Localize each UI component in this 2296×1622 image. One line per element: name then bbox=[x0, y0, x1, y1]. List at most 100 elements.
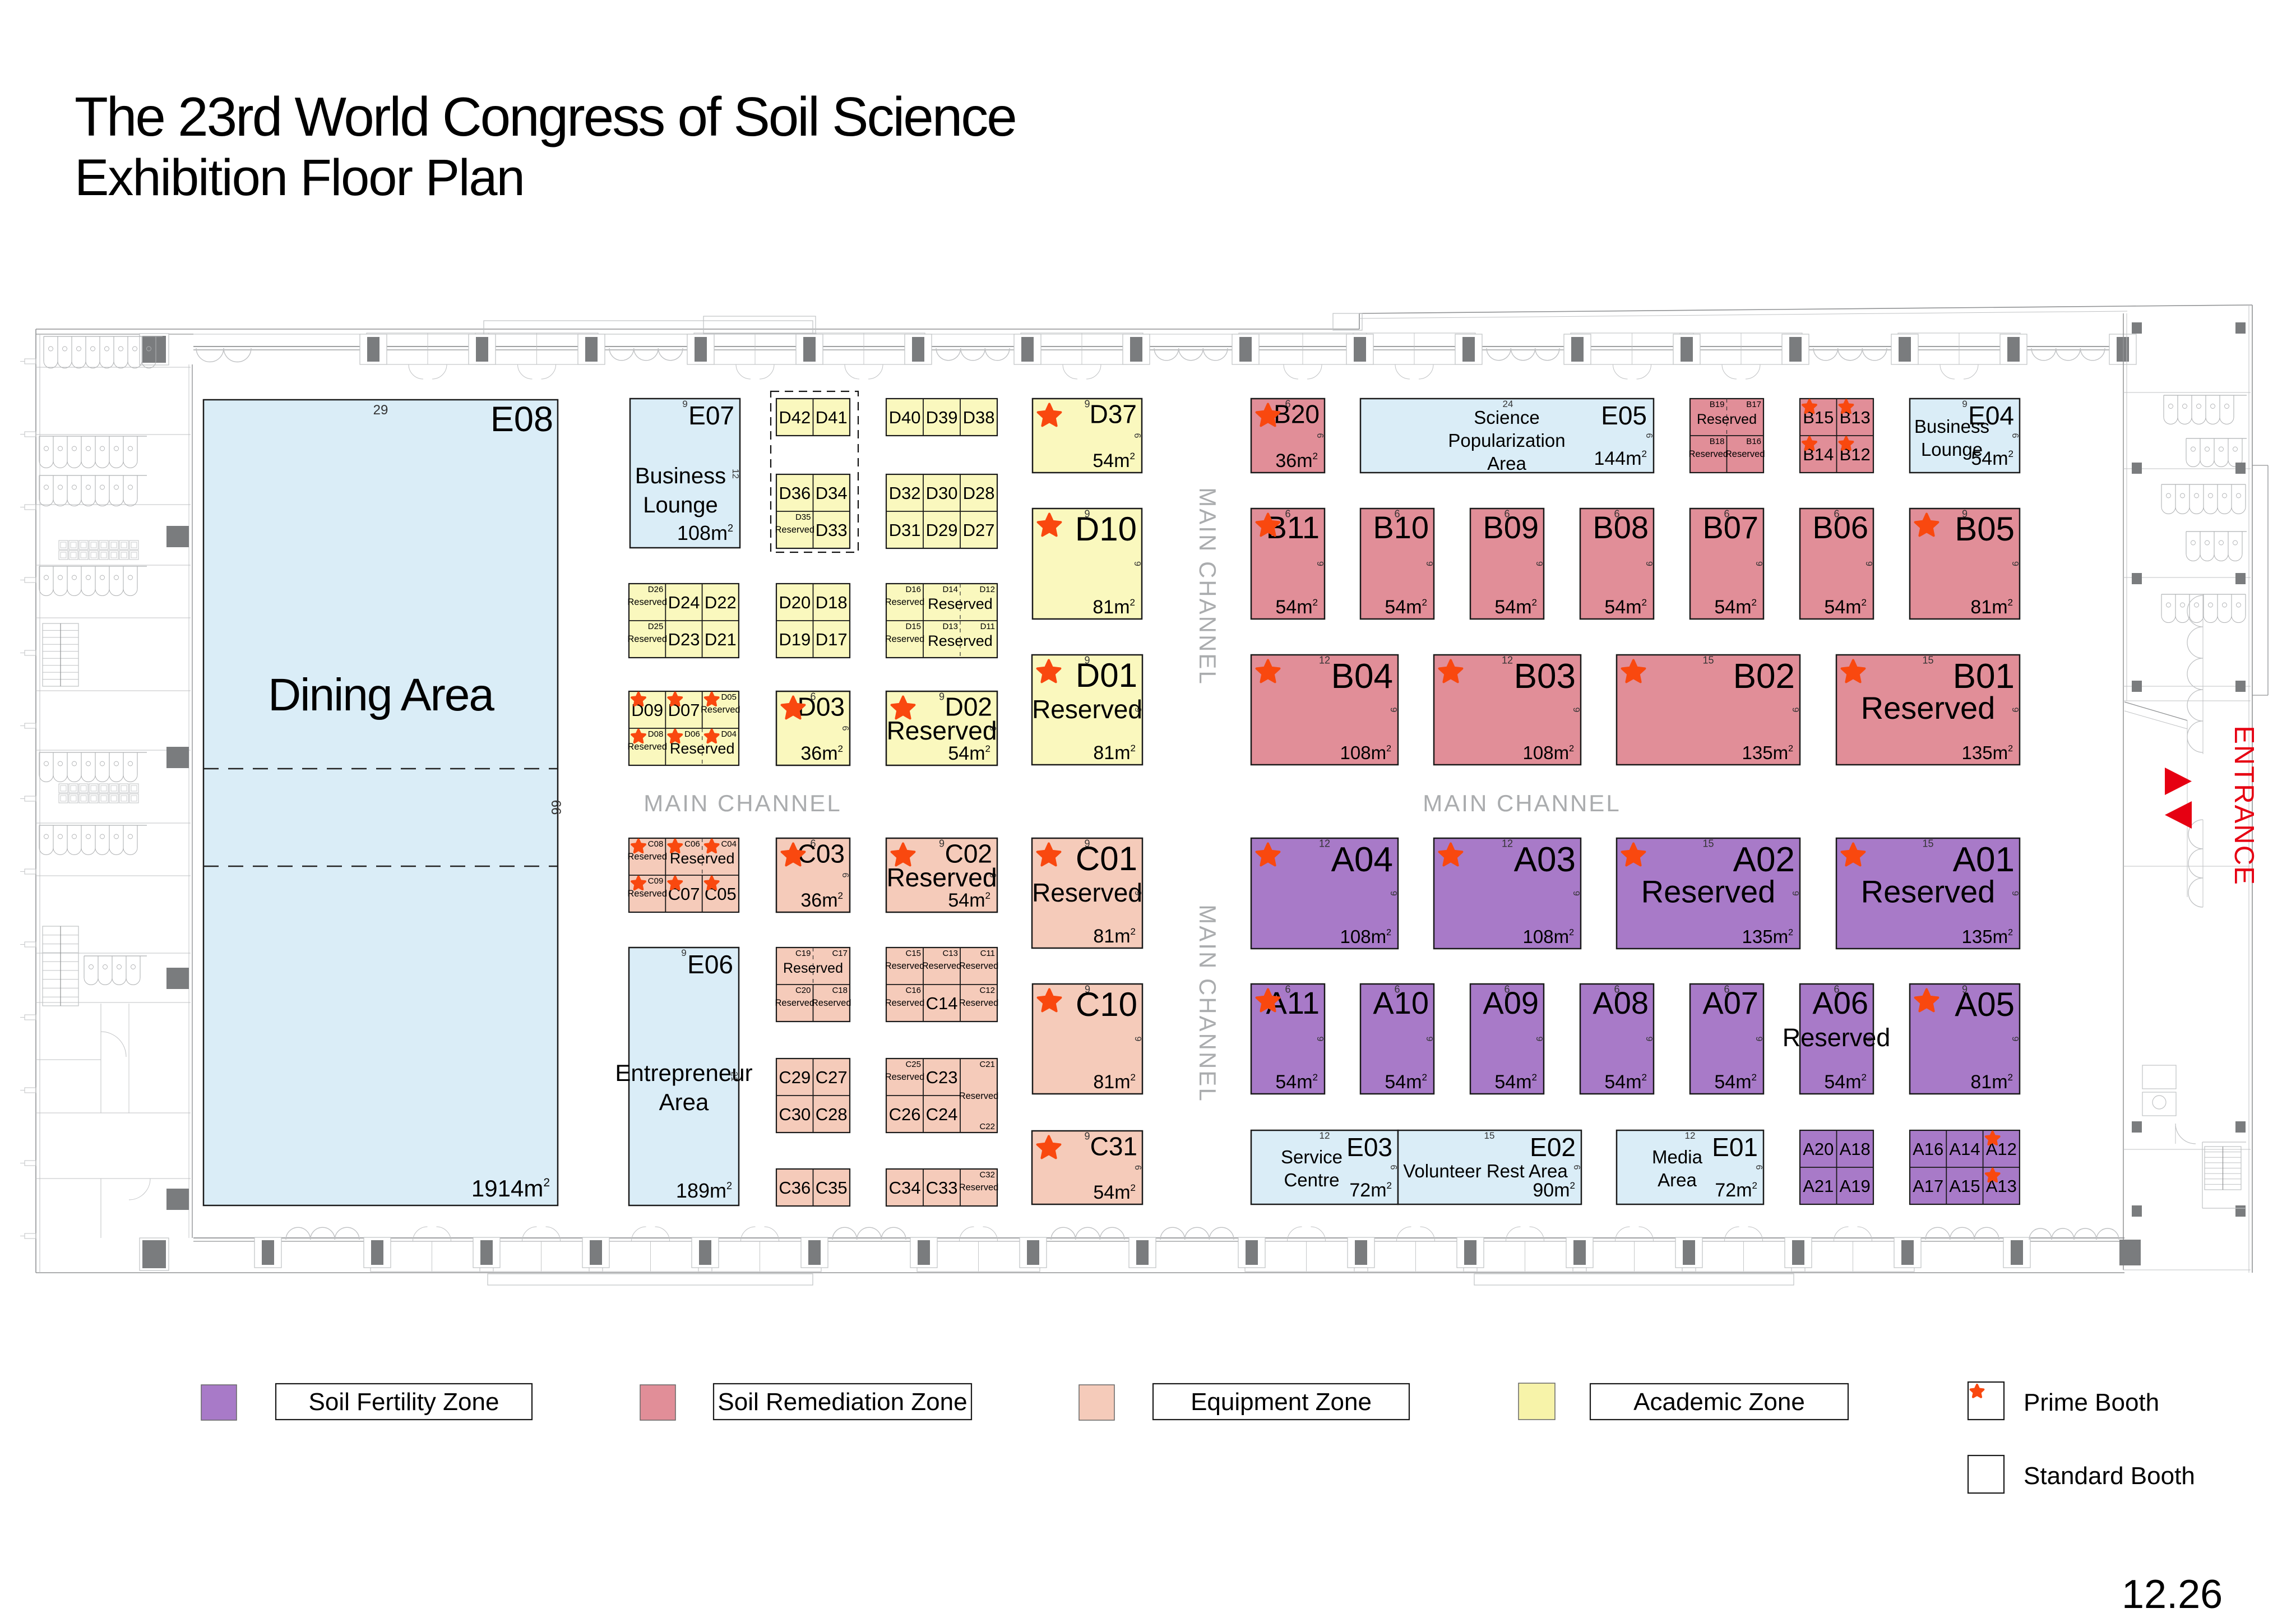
svg-text:Reserved: Reserved bbox=[783, 960, 843, 976]
svg-text:6: 6 bbox=[840, 873, 850, 878]
svg-text:MAIN CHANNEL: MAIN CHANNEL bbox=[1195, 904, 1221, 1102]
svg-text:D28: D28 bbox=[963, 483, 995, 503]
svg-text:Service: Service bbox=[1281, 1147, 1343, 1167]
svg-text:D22: D22 bbox=[705, 593, 737, 612]
svg-text:6: 6 bbox=[988, 873, 997, 878]
svg-text:Popularization: Popularization bbox=[1448, 430, 1565, 451]
svg-text:C04: C04 bbox=[721, 839, 737, 849]
svg-text:D20: D20 bbox=[779, 593, 811, 612]
svg-text:Reserved: Reserved bbox=[959, 961, 999, 971]
svg-text:6: 6 bbox=[1572, 1165, 1581, 1170]
svg-text:C26: C26 bbox=[889, 1105, 921, 1124]
svg-text:21: 21 bbox=[729, 1071, 739, 1082]
svg-text:E06: E06 bbox=[687, 950, 733, 979]
svg-text:189m2: 189m2 bbox=[676, 1179, 732, 1202]
svg-text:C17: C17 bbox=[832, 949, 848, 958]
svg-text:D10: D10 bbox=[1075, 510, 1137, 548]
svg-text:B10: B10 bbox=[1373, 510, 1429, 545]
svg-text:A20: A20 bbox=[1803, 1139, 1834, 1159]
svg-text:54m2: 54m2 bbox=[1971, 448, 2013, 469]
svg-text:A05: A05 bbox=[1955, 986, 2015, 1023]
svg-text:Reserved: Reserved bbox=[885, 634, 925, 644]
svg-text:Reserved: Reserved bbox=[775, 525, 814, 535]
svg-text:C02: C02 bbox=[945, 839, 992, 868]
svg-text:B09: B09 bbox=[1483, 510, 1539, 545]
svg-text:54m2: 54m2 bbox=[1093, 1182, 1136, 1203]
svg-text:A18: A18 bbox=[1840, 1139, 1871, 1159]
svg-text:A17: A17 bbox=[1913, 1176, 1943, 1196]
svg-text:Area: Area bbox=[1658, 1170, 1697, 1190]
svg-text:Reserved: Reserved bbox=[885, 1072, 925, 1082]
svg-text:54m2: 54m2 bbox=[1824, 1071, 1867, 1093]
svg-text:Reserved: Reserved bbox=[887, 716, 997, 745]
svg-text:Reserved: Reserved bbox=[887, 863, 997, 892]
svg-text:108m2: 108m2 bbox=[1340, 742, 1392, 763]
svg-text:E02: E02 bbox=[1530, 1133, 1576, 1162]
svg-text:9: 9 bbox=[1084, 509, 1090, 520]
svg-text:Reserved: Reserved bbox=[885, 998, 925, 1008]
svg-text:6: 6 bbox=[1754, 1165, 1763, 1170]
svg-text:6: 6 bbox=[1394, 984, 1400, 995]
svg-text:6: 6 bbox=[1504, 509, 1510, 520]
svg-text:24: 24 bbox=[1503, 399, 1513, 409]
svg-text:D12: D12 bbox=[979, 585, 995, 594]
svg-text:9: 9 bbox=[1424, 1037, 1434, 1042]
svg-text:144m2: 144m2 bbox=[1594, 448, 1647, 469]
svg-text:9: 9 bbox=[1132, 561, 1142, 566]
svg-text:15: 15 bbox=[1922, 655, 1933, 666]
svg-text:Reserved: Reserved bbox=[1697, 412, 1757, 427]
svg-text:135m2: 135m2 bbox=[1962, 742, 2013, 763]
svg-text:D36: D36 bbox=[779, 483, 811, 503]
svg-text:1914m2: 1914m2 bbox=[471, 1175, 550, 1202]
svg-text:54m2: 54m2 bbox=[1385, 597, 1427, 618]
svg-text:12: 12 bbox=[1502, 838, 1513, 849]
svg-text:12.26: 12.26 bbox=[2122, 1572, 2223, 1617]
svg-text:6: 6 bbox=[1315, 433, 1325, 438]
svg-text:54m2: 54m2 bbox=[1385, 1071, 1427, 1093]
svg-text:C12: C12 bbox=[979, 986, 995, 995]
svg-text:D08: D08 bbox=[648, 729, 664, 739]
svg-text:Entrepreneur: Entrepreneur bbox=[615, 1060, 752, 1086]
svg-text:9: 9 bbox=[1084, 838, 1090, 849]
svg-text:12: 12 bbox=[1502, 655, 1513, 666]
svg-text:Reserved: Reserved bbox=[959, 998, 999, 1008]
svg-text:Prime Booth: Prime Booth bbox=[2024, 1389, 2159, 1416]
svg-text:9: 9 bbox=[1315, 1037, 1325, 1042]
svg-text:D42: D42 bbox=[779, 408, 811, 427]
svg-text:Lounge: Lounge bbox=[643, 493, 718, 517]
svg-text:Reserved: Reserved bbox=[885, 597, 925, 607]
svg-text:Reserved: Reserved bbox=[885, 961, 925, 971]
svg-text:B08: B08 bbox=[1593, 510, 1649, 545]
svg-text:D41: D41 bbox=[816, 408, 848, 427]
svg-text:D18: D18 bbox=[816, 593, 848, 612]
svg-text:Reserved: Reserved bbox=[670, 740, 735, 757]
svg-text:36m2: 36m2 bbox=[1275, 450, 1318, 472]
svg-text:6: 6 bbox=[1285, 509, 1290, 520]
svg-text:Reserved: Reserved bbox=[1032, 878, 1142, 907]
svg-text:C21: C21 bbox=[979, 1060, 995, 1069]
svg-text:Area: Area bbox=[1487, 453, 1526, 474]
svg-text:C15: C15 bbox=[905, 949, 921, 958]
svg-text:Reserved: Reserved bbox=[627, 889, 667, 899]
svg-text:Reserved: Reserved bbox=[959, 1091, 999, 1101]
svg-text:54m2: 54m2 bbox=[1494, 597, 1537, 618]
svg-text:9: 9 bbox=[2010, 891, 2020, 896]
svg-text:6: 6 bbox=[1394, 509, 1400, 520]
svg-text:B16: B16 bbox=[1746, 437, 1761, 446]
svg-text:Standard Booth: Standard Booth bbox=[2024, 1462, 2195, 1490]
svg-text:81m2: 81m2 bbox=[1093, 926, 1136, 947]
svg-text:C28: C28 bbox=[816, 1105, 848, 1124]
svg-text:9: 9 bbox=[939, 838, 945, 849]
svg-text:E01: E01 bbox=[1712, 1133, 1758, 1162]
svg-text:B20: B20 bbox=[1274, 400, 1320, 429]
svg-text:54m2: 54m2 bbox=[1714, 1071, 1757, 1093]
svg-text:D19: D19 bbox=[779, 630, 811, 649]
svg-text:12: 12 bbox=[1320, 1130, 1330, 1141]
svg-text:C33: C33 bbox=[926, 1178, 958, 1198]
svg-text:D13: D13 bbox=[942, 622, 958, 631]
svg-text:D39: D39 bbox=[926, 408, 958, 427]
svg-text:B17: B17 bbox=[1746, 400, 1761, 409]
svg-text:54m2: 54m2 bbox=[1604, 597, 1647, 618]
svg-text:A03: A03 bbox=[1514, 840, 1576, 879]
svg-text:Reserved: Reserved bbox=[1861, 874, 1996, 909]
